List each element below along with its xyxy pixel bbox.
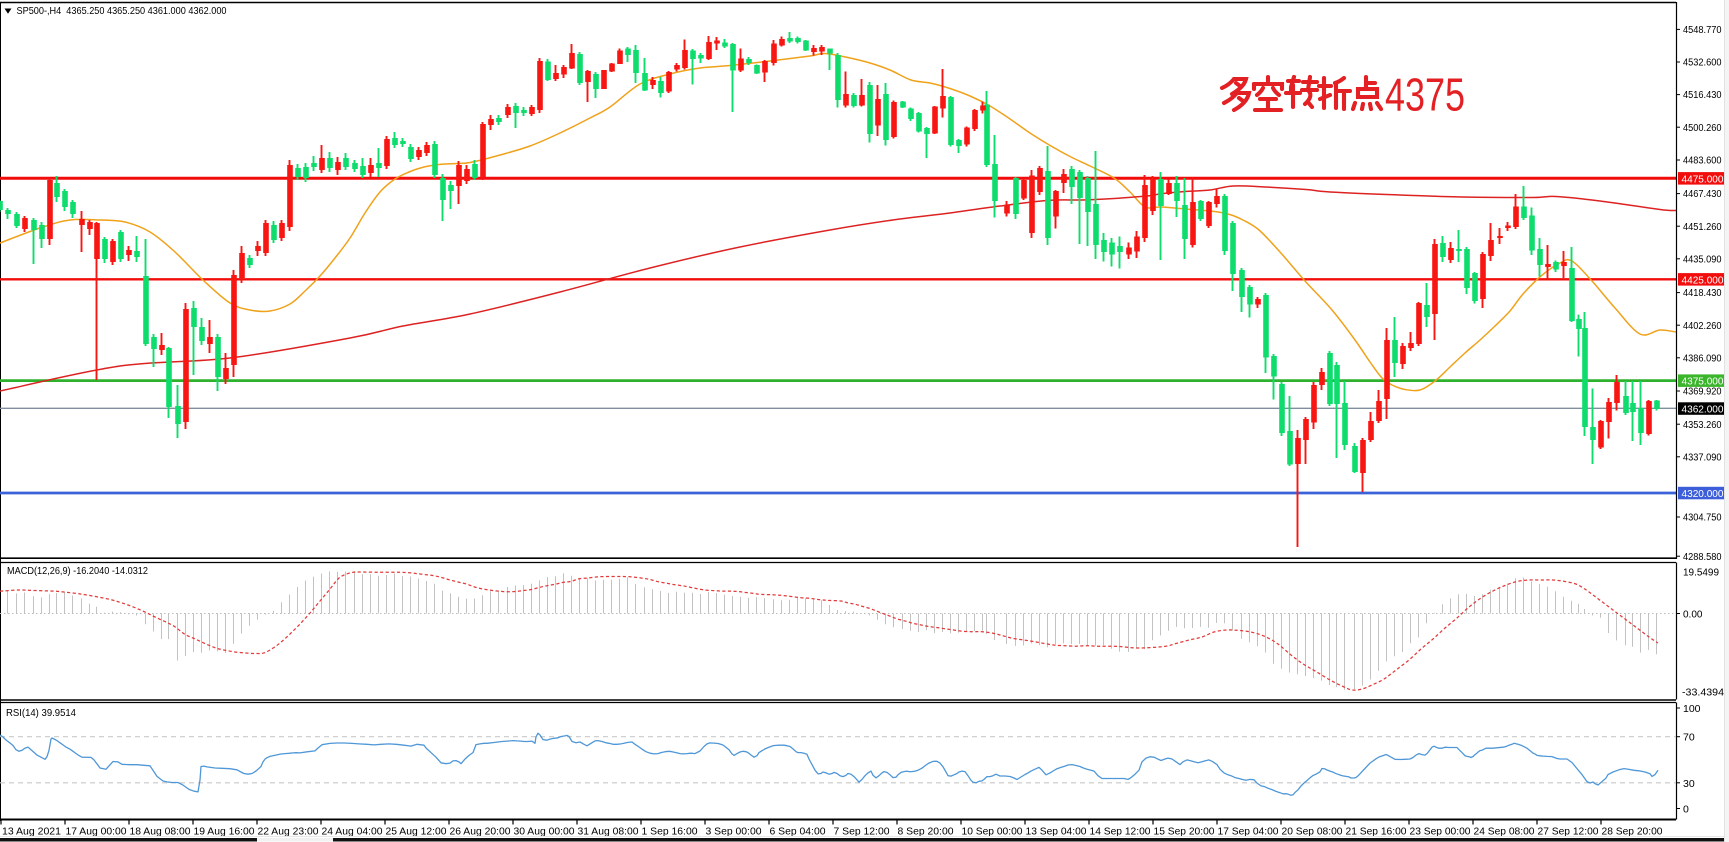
svg-text:4402.260: 4402.260: [1683, 321, 1722, 332]
svg-text:15 Sep 20:00: 15 Sep 20:00: [1154, 827, 1215, 838]
svg-text:13 Sep 04:00: 13 Sep 04:00: [1026, 827, 1087, 838]
svg-text:1 Sep 16:00: 1 Sep 16:00: [642, 827, 698, 838]
svg-text:17 Sep 04:00: 17 Sep 04:00: [1218, 827, 1279, 838]
svg-text:23 Sep 00:00: 23 Sep 00:00: [1410, 827, 1471, 838]
svg-text:4532.600: 4532.600: [1683, 58, 1722, 69]
svg-text:14 Sep 12:00: 14 Sep 12:00: [1090, 827, 1151, 838]
svg-text:21 Sep 16:00: 21 Sep 16:00: [1346, 827, 1407, 838]
svg-text:31 Aug 08:00: 31 Aug 08:00: [578, 827, 639, 838]
svg-text:4418.430: 4418.430: [1683, 288, 1722, 299]
svg-text:4475.000: 4475.000: [1682, 173, 1724, 185]
svg-text:MACD(12,26,9) -16.2040 -14.031: MACD(12,26,9) -16.2040 -14.0312: [7, 566, 148, 577]
svg-text:4483.600: 4483.600: [1683, 156, 1722, 167]
svg-text:3 Sep 00:00: 3 Sep 00:00: [706, 827, 762, 838]
svg-text:0: 0: [1683, 804, 1689, 816]
svg-text:4369.920: 4369.920: [1683, 387, 1722, 398]
svg-text:4304.750: 4304.750: [1683, 513, 1722, 524]
svg-text:25 Aug 12:00: 25 Aug 12:00: [386, 827, 447, 838]
svg-text:4467.430: 4467.430: [1683, 189, 1722, 200]
svg-text:4425.000: 4425.000: [1682, 274, 1724, 286]
svg-text:SP500-,H4 4365.250 4365.250 4: SP500-,H4 4365.250 4365.250 4361.000 436…: [17, 6, 227, 17]
svg-text:0.00: 0.00: [1683, 610, 1703, 621]
svg-text:8 Sep 20:00: 8 Sep 20:00: [898, 827, 954, 838]
svg-text:20 Sep 08:00: 20 Sep 08:00: [1282, 827, 1343, 838]
svg-text:RSI(14) 39.9514: RSI(14) 39.9514: [6, 708, 76, 719]
svg-text:4337.090: 4337.090: [1683, 452, 1722, 463]
svg-text:10 Sep 00:00: 10 Sep 00:00: [962, 827, 1023, 838]
svg-text:4375: 4375: [1385, 69, 1465, 121]
svg-text:4320.000: 4320.000: [1682, 488, 1724, 500]
svg-text:19.5499: 19.5499: [1683, 568, 1719, 579]
svg-text:17 Aug 00:00: 17 Aug 00:00: [66, 827, 127, 838]
svg-text:24 Sep 08:00: 24 Sep 08:00: [1474, 827, 1535, 838]
svg-text:4288.580: 4288.580: [1683, 552, 1722, 563]
svg-text:4451.260: 4451.260: [1683, 222, 1722, 233]
svg-text:4500.260: 4500.260: [1683, 123, 1722, 134]
svg-text:18 Aug 08:00: 18 Aug 08:00: [130, 827, 191, 838]
svg-text:7 Sep 12:00: 7 Sep 12:00: [834, 827, 890, 838]
svg-text:4435.090: 4435.090: [1683, 254, 1722, 265]
svg-text:27 Sep 12:00: 27 Sep 12:00: [1538, 827, 1599, 838]
svg-text:4386.090: 4386.090: [1683, 353, 1722, 364]
svg-text:28 Sep 20:00: 28 Sep 20:00: [1602, 827, 1663, 838]
svg-text:4548.770: 4548.770: [1683, 25, 1722, 36]
svg-text:13 Aug 2021: 13 Aug 2021: [2, 827, 61, 838]
svg-text:4353.260: 4353.260: [1683, 420, 1722, 431]
svg-text:30: 30: [1683, 778, 1695, 790]
svg-text:4362.000: 4362.000: [1682, 404, 1724, 416]
svg-text:100: 100: [1683, 703, 1701, 715]
svg-text:19 Aug 16:00: 19 Aug 16:00: [194, 827, 255, 838]
svg-text:6 Sep 04:00: 6 Sep 04:00: [770, 827, 826, 838]
svg-text:-33.4394: -33.4394: [1682, 688, 1724, 699]
svg-text:4375.000: 4375.000: [1682, 376, 1724, 388]
svg-text:26 Aug 20:00: 26 Aug 20:00: [450, 827, 511, 838]
svg-text:4516.430: 4516.430: [1683, 90, 1722, 101]
svg-text:70: 70: [1683, 732, 1695, 744]
svg-text:24 Aug 04:00: 24 Aug 04:00: [322, 827, 383, 838]
svg-text:22 Aug 23:00: 22 Aug 23:00: [258, 827, 319, 838]
svg-text:30 Aug 00:00: 30 Aug 00:00: [514, 827, 575, 838]
